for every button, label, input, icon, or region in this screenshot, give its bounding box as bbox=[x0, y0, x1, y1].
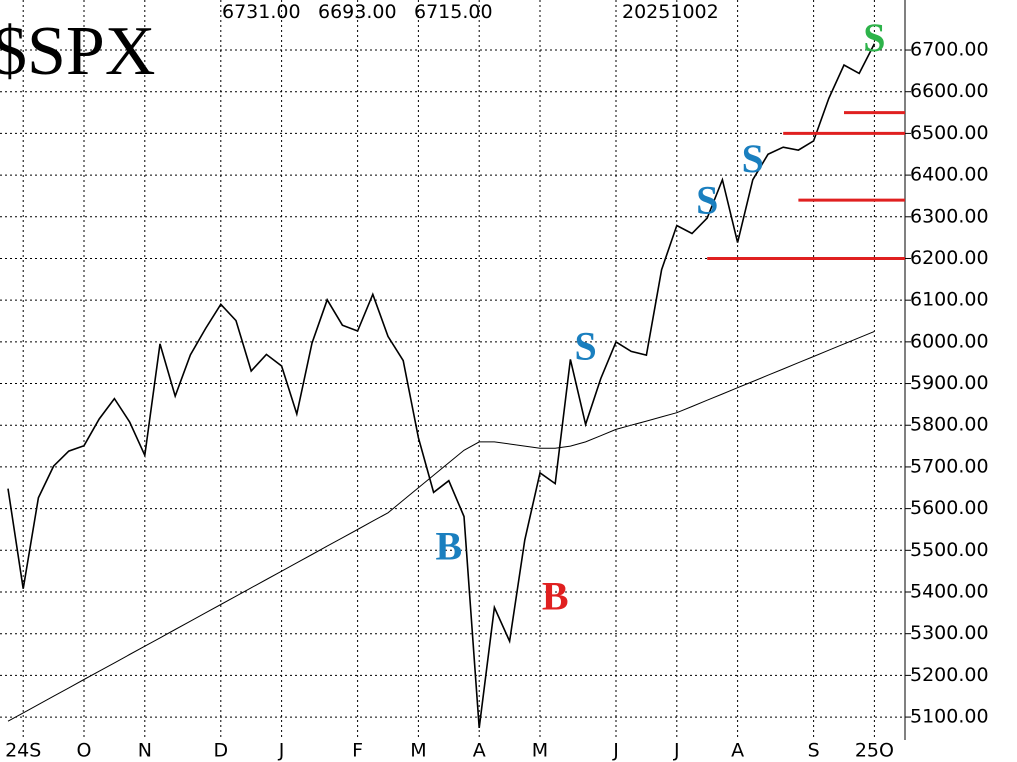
signal-annotation: B bbox=[542, 574, 569, 619]
y-tick-label: 5500.00 bbox=[910, 539, 989, 561]
y-tick-label: 5400.00 bbox=[910, 581, 989, 603]
y-tick-label: 6000.00 bbox=[910, 330, 989, 352]
chart-title: $SPX bbox=[0, 13, 155, 90]
x-tick-label: 24S bbox=[5, 740, 41, 762]
moving-average-line bbox=[7, 330, 875, 722]
y-tick-label: 6500.00 bbox=[910, 122, 989, 144]
x-tick-label: A bbox=[731, 740, 744, 762]
x-tick-label: F bbox=[352, 740, 363, 762]
signal-annotation: S bbox=[696, 177, 718, 222]
signal-annotation: B bbox=[435, 523, 462, 568]
x-tick-label: N bbox=[138, 740, 152, 762]
y-tick-label: 5600.00 bbox=[910, 497, 989, 519]
x-tick-label: S bbox=[808, 740, 820, 762]
y-tick-label: 6400.00 bbox=[910, 164, 989, 186]
y-tick-label: 6600.00 bbox=[910, 80, 989, 102]
y-tick-label: 5900.00 bbox=[910, 372, 989, 394]
y-tick-label: 5200.00 bbox=[910, 664, 989, 686]
header-date: 20251002 bbox=[622, 1, 719, 23]
y-tick-label: 6700.00 bbox=[910, 39, 989, 61]
y-tick-label: 5100.00 bbox=[910, 706, 989, 728]
y-tick-label: 5300.00 bbox=[910, 622, 989, 644]
header-low: 6715.00 bbox=[414, 1, 493, 23]
y-tick-label: 5700.00 bbox=[910, 455, 989, 477]
header-open: 6731.00 bbox=[222, 1, 301, 23]
x-tick-label: M bbox=[532, 740, 548, 762]
y-tick-label: 6100.00 bbox=[910, 289, 989, 311]
x-tick-label: J bbox=[612, 740, 619, 762]
x-tick-label: M bbox=[410, 740, 426, 762]
x-tick-label: J bbox=[278, 740, 285, 762]
y-tick-label: 6200.00 bbox=[910, 247, 989, 269]
x-tick-label: A bbox=[473, 740, 486, 762]
signal-annotation: S bbox=[863, 15, 885, 60]
signal-annotation: S bbox=[574, 323, 596, 368]
price-line bbox=[7, 43, 876, 729]
x-tick-label: D bbox=[213, 740, 228, 762]
signal-annotation: S bbox=[742, 136, 764, 181]
y-tick-label: 5800.00 bbox=[910, 414, 989, 436]
x-tick-label: J bbox=[673, 740, 680, 762]
x-tick-label: O bbox=[77, 740, 92, 762]
x-tick-label: 25O bbox=[855, 740, 894, 762]
y-tick-label: 6300.00 bbox=[910, 205, 989, 227]
